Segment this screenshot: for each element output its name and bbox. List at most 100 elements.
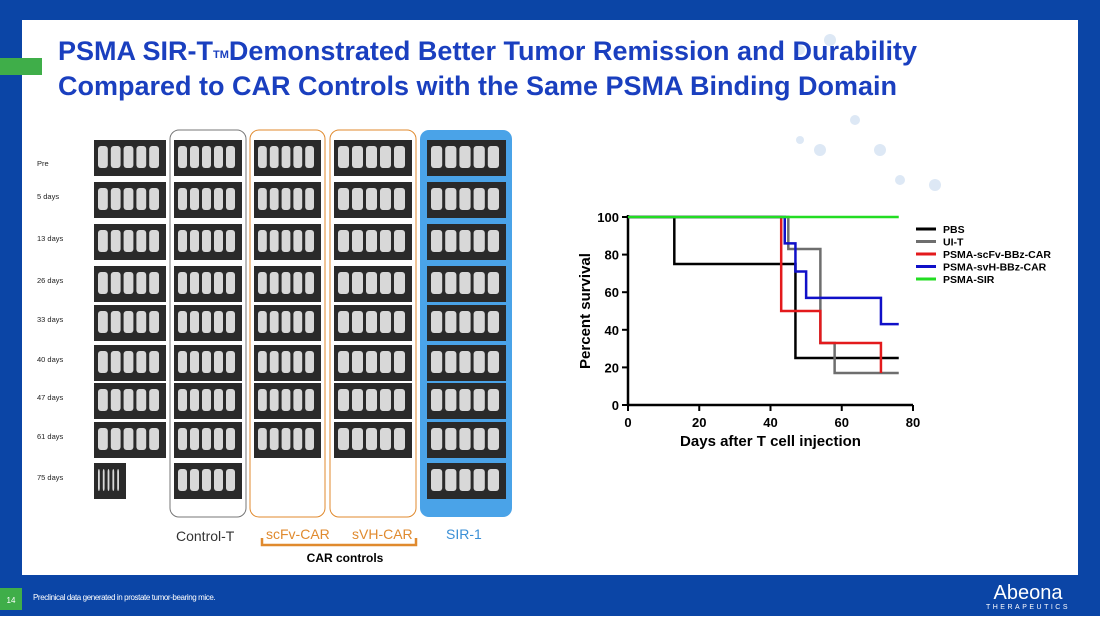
mouse: [136, 188, 147, 210]
mouse: [338, 389, 349, 411]
mouse: [487, 272, 499, 294]
mouse: [380, 272, 391, 294]
mouse: [269, 272, 279, 294]
mouse: [214, 428, 223, 450]
legend-label: PSMA-svH-BBz-CAR: [943, 262, 1047, 274]
x-tick-label: 0: [624, 415, 631, 430]
mouse: [281, 230, 291, 252]
mouse: [366, 311, 377, 333]
mouse: [431, 428, 443, 450]
mouse: [338, 428, 349, 450]
mouse: [226, 428, 235, 450]
mouse: [214, 146, 223, 168]
mouse: [269, 428, 279, 450]
mouse: [149, 146, 159, 168]
mouse: [281, 351, 291, 373]
mouse: [281, 272, 291, 294]
title-text: PSMA SIR-T: [58, 36, 214, 66]
mouse: [258, 230, 267, 252]
mouse: [178, 428, 187, 450]
mouse: [136, 146, 147, 168]
mouse: [178, 188, 187, 210]
mouse: [214, 188, 223, 210]
logo-sub: THERAPEUTICS: [986, 604, 1070, 611]
mouse: [305, 188, 314, 210]
mouse: [445, 188, 457, 210]
mouse: [305, 146, 314, 168]
mouse: [98, 188, 108, 210]
mouse: [394, 230, 405, 252]
accent-bar: [0, 58, 42, 75]
row-label: 40 days: [37, 355, 64, 364]
mouse: [352, 230, 363, 252]
mouse: [136, 272, 147, 294]
mouse: [380, 389, 391, 411]
mouse: [487, 188, 499, 210]
legend-label: PSMA-SIR: [943, 274, 995, 286]
mouse: [178, 469, 187, 491]
mouse: [459, 389, 471, 411]
mouse: [190, 351, 199, 373]
mouse: [305, 272, 314, 294]
mouse: [487, 469, 499, 491]
group-box: [169, 129, 247, 518]
y-tick-label: 80: [605, 248, 619, 263]
y-tick-label: 20: [605, 360, 619, 375]
mouse: [305, 230, 314, 252]
mouse: [226, 469, 235, 491]
group-label: Control-T: [176, 528, 235, 544]
mouse: [178, 230, 187, 252]
logo-name: Abeona: [994, 582, 1064, 604]
mouse: [190, 230, 199, 252]
mouse: [214, 272, 223, 294]
title-line2: Compared to CAR Controls with the Same P…: [58, 71, 897, 101]
mouse: [178, 146, 187, 168]
mouse: [136, 389, 147, 411]
mouse: [293, 389, 303, 411]
mouse: [136, 351, 147, 373]
group-label: sVH-CAR: [352, 526, 413, 542]
mouse: [123, 146, 134, 168]
mouse: [473, 188, 485, 210]
title-line1: PSMA SIR-TTMDemonstrated Better Tumor Re…: [58, 36, 917, 66]
mouse: [110, 389, 121, 411]
mouse: [431, 469, 443, 491]
mouse: [258, 311, 267, 333]
mouse: [473, 428, 485, 450]
mouse: [431, 146, 443, 168]
mouse: [98, 272, 108, 294]
mouse: [487, 311, 499, 333]
mouse: [149, 188, 159, 210]
mouse: [98, 351, 108, 373]
mouse: [178, 311, 187, 333]
mouse: [431, 230, 443, 252]
survival-line: [628, 215, 899, 326]
legend-label: PSMA-scFv-BBz-CAR: [943, 249, 1051, 261]
mouse: [380, 230, 391, 252]
mouse: [190, 469, 199, 491]
mouse: [366, 146, 377, 168]
mouse: [487, 389, 499, 411]
mouse: [338, 230, 349, 252]
mouse: [459, 311, 471, 333]
mouse: [136, 311, 147, 333]
mouse: [445, 389, 457, 411]
mouse: [473, 272, 485, 294]
mouse: [149, 351, 159, 373]
mouse: [226, 230, 235, 252]
x-tick-label: 40: [763, 415, 777, 430]
mouse: [149, 272, 159, 294]
mouse: [352, 351, 363, 373]
mouse: [366, 428, 377, 450]
mouse: [394, 272, 405, 294]
page-number: 14: [7, 596, 16, 605]
mouse: [214, 469, 223, 491]
group-box: [329, 129, 417, 518]
mouse: [226, 389, 235, 411]
mouse: [98, 428, 108, 450]
mouse: [269, 389, 279, 411]
mouse: [258, 188, 267, 210]
mouse: [123, 311, 134, 333]
x-tick-label: 20: [692, 415, 706, 430]
